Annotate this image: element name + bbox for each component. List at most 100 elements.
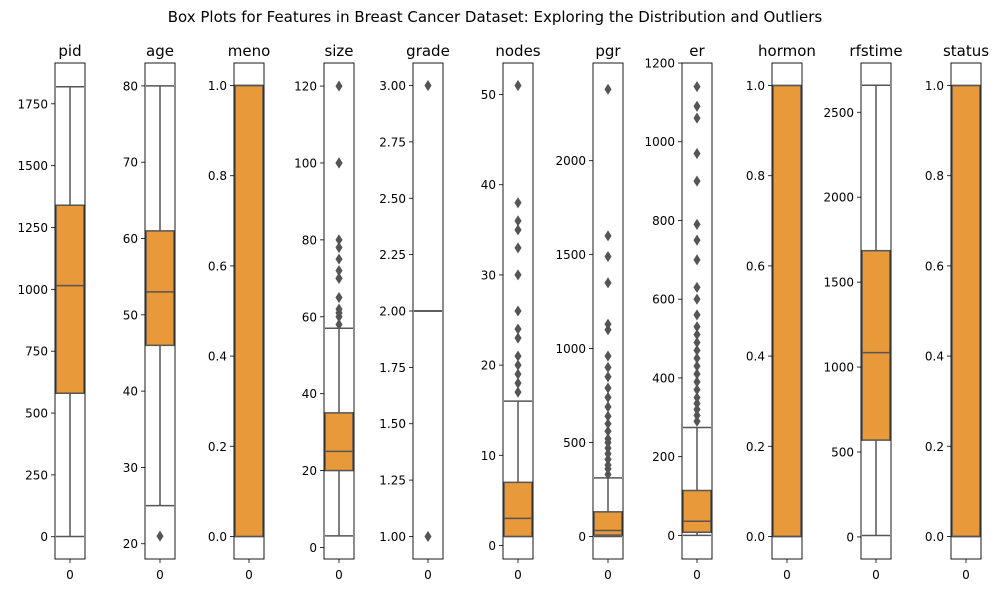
y-tick-label: 2500 xyxy=(823,106,854,120)
outlier-point xyxy=(693,147,701,160)
outlier-point xyxy=(604,401,612,413)
x-tick-label: 0 xyxy=(245,568,253,582)
outlier-point xyxy=(604,277,612,289)
outlier-point xyxy=(693,384,701,396)
iqr-box xyxy=(324,412,354,472)
subplot-age: age 20 30 40 50 60 70 80 0 xyxy=(123,42,176,582)
axes-frame xyxy=(681,62,713,560)
axes-frame xyxy=(323,62,355,560)
x-tick-label: 0 xyxy=(872,568,880,582)
y-tick-label: 1500 xyxy=(823,276,854,290)
outlier-point xyxy=(514,242,522,254)
y-tick-label: 50 xyxy=(481,88,496,102)
y-tick-label: 20 xyxy=(123,537,138,551)
x-tick-label: 0 xyxy=(514,568,522,582)
axes-frame xyxy=(412,62,444,560)
outlier-point xyxy=(514,305,522,317)
subplot-title: hormon xyxy=(758,42,816,60)
x-tick-label: 0 xyxy=(335,568,343,582)
subplot-size: size 0 20 40 60 80 100 120 0 xyxy=(294,42,355,582)
y-tick-label: 500 xyxy=(25,407,48,421)
outlier-point xyxy=(335,242,343,254)
outlier-point xyxy=(693,329,701,341)
outlier-point xyxy=(693,409,701,421)
outlier-point xyxy=(604,425,612,437)
outlier-point xyxy=(604,418,612,430)
outlier-point xyxy=(693,281,701,293)
axes-frame xyxy=(233,62,265,560)
y-tick-label: 3.00 xyxy=(379,79,406,93)
figure-title: Box Plots for Features in Breast Cancer … xyxy=(168,8,823,26)
x-tick-label: 0 xyxy=(424,568,432,582)
outlier-point xyxy=(693,175,701,187)
outlier-point xyxy=(604,83,612,95)
y-tick-label: 1.00 xyxy=(379,530,406,544)
y-tick-label: 1250 xyxy=(17,221,48,235)
subplot-title: size xyxy=(324,42,353,60)
outlier-point xyxy=(604,350,612,362)
outlier-point xyxy=(514,79,522,92)
outlier-point xyxy=(604,442,612,454)
outlier-point xyxy=(693,415,701,427)
y-tick-label: 0.6 xyxy=(925,259,944,273)
y-tick-label: 250 xyxy=(25,468,48,482)
outlier-point xyxy=(693,321,701,333)
outlier-point xyxy=(604,371,612,383)
iqr-box xyxy=(951,84,981,538)
y-tick-label: 600 xyxy=(652,293,675,307)
outlier-point xyxy=(604,468,612,481)
y-tick-label: 2000 xyxy=(555,154,586,168)
subplot-rfstime: rfstime 0 500 1000 1500 2000 2500 0 xyxy=(823,42,902,582)
y-tick-label: 750 xyxy=(25,345,48,359)
y-tick-label: 60 xyxy=(123,232,138,246)
y-tick-label: 20 xyxy=(302,464,317,478)
outlier-point xyxy=(514,359,522,371)
outlier-point xyxy=(693,112,701,124)
outlier-point xyxy=(604,250,612,263)
outlier-point xyxy=(693,81,701,93)
y-tick-label: 10 xyxy=(481,449,496,463)
y-tick-label: 1000 xyxy=(555,342,586,356)
outlier-point xyxy=(693,336,701,349)
subplot-title: meno xyxy=(228,42,271,60)
outlier-point xyxy=(693,309,701,321)
outlier-point xyxy=(693,352,701,364)
outlier-point xyxy=(514,377,522,389)
y-tick-label: 1500 xyxy=(555,248,586,262)
subplot-pgr: pgr 0 500 1000 1500 2000 0 xyxy=(555,42,624,582)
y-tick-label: 0.4 xyxy=(925,350,944,364)
iqr-box xyxy=(772,84,802,538)
y-tick-label: 1200 xyxy=(644,57,675,71)
y-tick-label: 400 xyxy=(652,371,675,385)
iqr-box xyxy=(593,511,623,536)
y-tick-label: 0 xyxy=(667,529,675,543)
outlier-point xyxy=(604,410,612,422)
outlier-point xyxy=(514,269,522,281)
subplot-title: pid xyxy=(58,42,81,60)
axes-frame xyxy=(592,62,624,560)
outlier-point xyxy=(604,324,612,336)
y-tick-label: 0.0 xyxy=(925,530,944,544)
subplot-title: pgr xyxy=(595,42,621,60)
y-tick-label: 30 xyxy=(123,461,138,475)
y-tick-label: 1.50 xyxy=(379,417,406,431)
y-tick-label: 0.2 xyxy=(925,440,944,454)
outlier-point xyxy=(514,224,522,236)
y-tick-label: 50 xyxy=(123,308,138,322)
y-tick-label: 0 xyxy=(846,530,854,544)
outlier-point xyxy=(335,303,343,315)
y-tick-label: 1000 xyxy=(644,135,675,149)
y-tick-label: 0.4 xyxy=(746,350,765,364)
y-tick-label: 80 xyxy=(123,79,138,93)
outlier-point xyxy=(335,272,343,284)
y-tick-label: 0.0 xyxy=(746,530,765,544)
x-tick-label: 0 xyxy=(783,568,791,582)
x-tick-label: 0 xyxy=(156,568,164,582)
y-tick-label: 2.75 xyxy=(379,135,406,149)
y-tick-label: 2000 xyxy=(823,191,854,205)
subplot-title: rfstime xyxy=(849,42,902,60)
outlier-point xyxy=(693,254,701,266)
subplot-meno: meno 0.0 0.2 0.4 0.6 0.8 1.0 0 xyxy=(208,42,270,582)
x-tick-label: 0 xyxy=(962,568,970,582)
